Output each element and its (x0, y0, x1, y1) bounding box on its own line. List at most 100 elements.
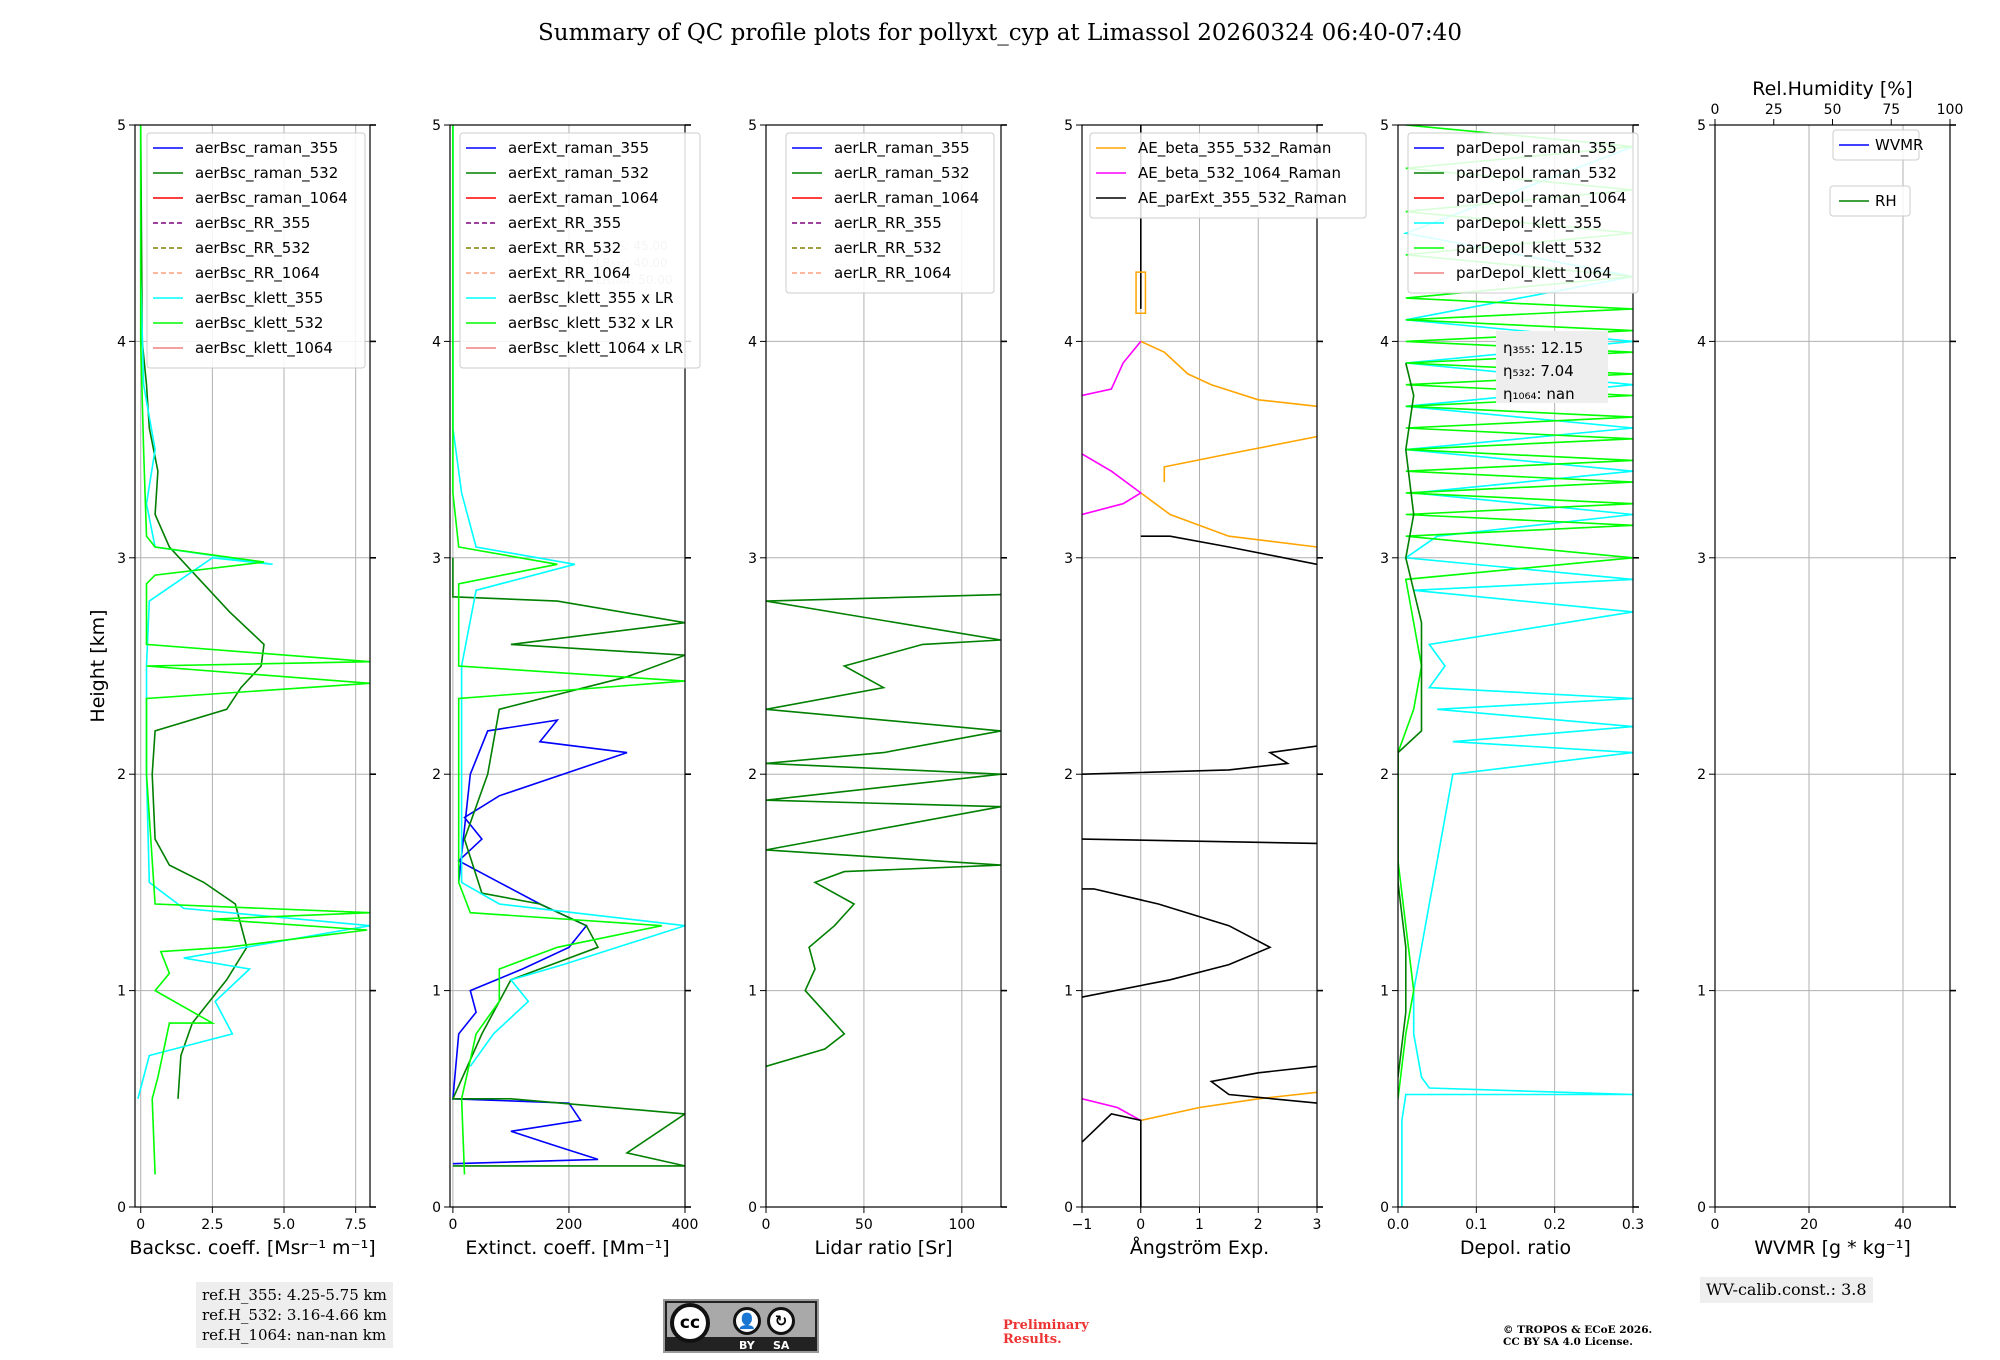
panel-bsc: 0 1 2 3 4 5 0 2.5 5.0 7.5 Backsc. coeff. [Msr⁻¹ m⁻… (117, 118, 376, 1259)
xaxis-label: WVMR [g * kg⁻¹] (1754, 1237, 1911, 1259)
ytick-label-3: 3 (432, 551, 441, 567)
series-line-3 (1140, 340, 1317, 408)
series-line-2 (1163, 435, 1317, 483)
legend-label-4: aerLR_RR_532 (834, 239, 942, 258)
series-line-2 (1398, 362, 1423, 1078)
eta-box (1496, 331, 1608, 403)
legend-label-0: aerBsc_raman_355 (195, 139, 338, 158)
ytick-label-3: 3 (748, 551, 757, 567)
x2tick-label-3: 75 (1882, 102, 1900, 118)
series-line-5 (1082, 453, 1143, 516)
series-line-1 (1140, 492, 1317, 548)
xtick-label-2: 5.0 (273, 1217, 295, 1233)
x2tick-label-0: 0 (1711, 102, 1720, 118)
legend-label-2: aerBsc_raman_1064 (195, 189, 348, 208)
ytick-label-5: 5 (432, 118, 441, 134)
xtick-label-0: 0 (136, 1217, 145, 1233)
preliminary-note: Preliminary Results. (1003, 1319, 1089, 1347)
xaxis-label: Extinct. coeff. [Mm⁻¹] (465, 1237, 669, 1259)
by-label: BY (739, 1339, 755, 1352)
cc-by-sa-badge: cc 👤 ↻ BY SA (663, 1299, 819, 1353)
legend-label-1: aerBsc_raman_532 (195, 164, 338, 183)
legend-label-3: parDepol_klett_355 (1456, 214, 1602, 233)
xtick-label-1: 0.1 (1465, 1217, 1487, 1233)
ytick-label-5: 5 (1380, 118, 1389, 134)
xaxis-label: Ångström Exp. (1130, 1236, 1269, 1259)
ytick-label-5: 5 (1697, 118, 1706, 134)
legend-label-6: aerBsc_klett_355 x LR (508, 289, 674, 308)
legend-label-3: aerBsc_RR_355 (195, 214, 310, 233)
axes-frame (1714, 124, 1951, 1208)
legend: aerBsc_raman_355 aerBsc_raman_532 aerBsc_r… (146, 132, 366, 369)
xtick-label-0: 0 (1711, 1217, 1720, 1233)
ytick-label-5: 5 (117, 118, 126, 134)
ytick-label-4: 4 (432, 334, 441, 350)
x2tick-label-4: 100 (1937, 102, 1964, 118)
ytick-label-2: 2 (1064, 767, 1073, 783)
xtick-label-2: 40 (1894, 1217, 1912, 1233)
legend-label-2: aerLR_raman_1064 (834, 189, 979, 208)
copyright-line-1: © TROPOS & ECoE 2026. (1503, 1324, 1653, 1336)
legend-box-1 (1829, 185, 1911, 217)
legend-label-0: AE_beta_355_532_Raman (1138, 139, 1331, 158)
legend-label-4: parDepol_klett_532 (1456, 239, 1602, 258)
ytick-label-1: 1 (432, 984, 441, 1000)
legend-label-2: AE_parExt_355_532_Raman (1138, 189, 1347, 208)
ytick-label-5: 5 (1064, 118, 1073, 134)
legend-label-2: aerExt_raman_1064 (508, 189, 659, 208)
legend-label-6: aerBsc_klett_355 (195, 289, 323, 308)
legend-label-1: AE_beta_532_1064_Raman (1138, 164, 1341, 183)
axes-frame (765, 124, 1002, 1208)
xtick-label-2: 100 (948, 1217, 975, 1233)
xtick-label-1: 200 (556, 1217, 583, 1233)
ytick-label-0: 0 (1064, 1200, 1073, 1216)
xaxis-label: Lidar ratio [Sr] (815, 1237, 953, 1259)
legend-box (1407, 132, 1639, 294)
legend-label-0: parDepol_raman_355 (1456, 139, 1617, 158)
x2tick-label-2: 50 (1824, 102, 1842, 118)
legend-label-7: aerBsc_klett_532 x LR (508, 314, 674, 333)
axes-frame (1397, 124, 1634, 1208)
legend-label-8: aerBsc_klett_1064 (195, 339, 333, 358)
series-line-8 (1209, 1065, 1317, 1104)
xtick-label-0: 0 (762, 1217, 771, 1233)
axes-frame (449, 124, 686, 1208)
legend-label-1: parDepol_raman_532 (1456, 164, 1617, 183)
ytick-label-3: 3 (117, 551, 126, 567)
xaxis-label: Depol. ratio (1460, 1237, 1571, 1259)
ytick-label-4: 4 (1064, 334, 1073, 350)
copyright-note: © TROPOS & ECoE 2026. CC BY SA 4.0 Licen… (1503, 1324, 1652, 1348)
series-line-0 (1140, 1091, 1317, 1122)
xtick-label-2: 400 (672, 1217, 699, 1233)
series-line-0 (139, 125, 265, 1099)
cc-icon: cc (670, 1303, 710, 1343)
series-line-1 (451, 557, 685, 1167)
legend-label-0: WVMR (1875, 136, 1923, 154)
panel-depol: 0 1 2 3 4 5 0.0 0.1 0.2 0.3 Depol. ratio η₃₅₅: 12.1… (1380, 118, 1644, 1259)
legend-label-3: aerLR_RR_355 (834, 214, 942, 233)
ytick-label-2: 2 (117, 767, 126, 783)
ytick-label-2: 2 (1380, 767, 1389, 783)
ytick-label-0: 0 (1697, 1200, 1706, 1216)
xtick-label-1: 20 (1800, 1217, 1818, 1233)
share-alike-icon: ↻ (767, 1307, 795, 1335)
xtick-label-3: 0.3 (1622, 1217, 1644, 1233)
legend-label-0: aerExt_raman_355 (508, 139, 649, 158)
ytick-label-3: 3 (1064, 551, 1073, 567)
ytick-label-2: 2 (1697, 767, 1706, 783)
legend-box (146, 132, 366, 369)
legend-label-0: aerLR_raman_355 (834, 139, 970, 158)
series-line-12 (1140, 535, 1317, 566)
preliminary-line-2: Results. (1003, 1332, 1062, 1347)
legend-label-5: parDepol_klett_1064 (1456, 264, 1612, 283)
ytick-label-5: 5 (748, 118, 757, 134)
yaxis-label: Height [km] (87, 609, 109, 722)
xtick-label-2: 0.2 (1544, 1217, 1566, 1233)
series-line-11 (1082, 745, 1317, 775)
ytick-label-3: 3 (1380, 551, 1389, 567)
by-person-icon: 👤 (733, 1307, 761, 1335)
